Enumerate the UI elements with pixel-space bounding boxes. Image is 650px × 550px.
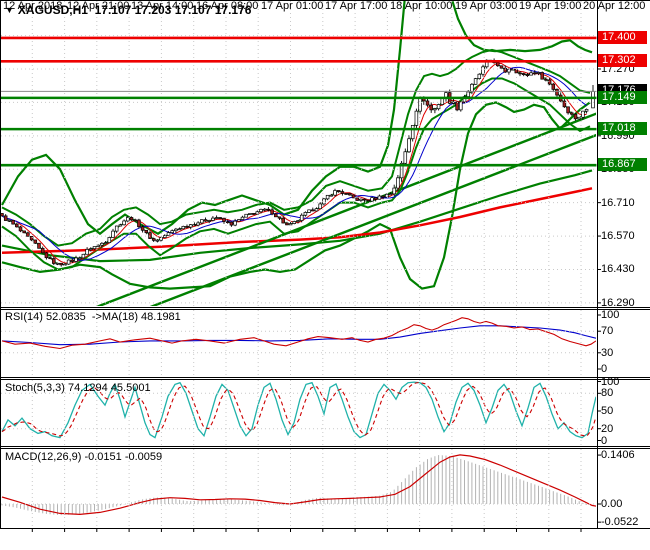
main-plot-area [1, 1, 596, 306]
candles-layer [1, 58, 595, 267]
stoch-plot-area [1, 381, 596, 439]
macd-plot-area [1, 454, 596, 516]
rsi-plot-area [1, 317, 596, 350]
trendline [149, 133, 596, 306]
